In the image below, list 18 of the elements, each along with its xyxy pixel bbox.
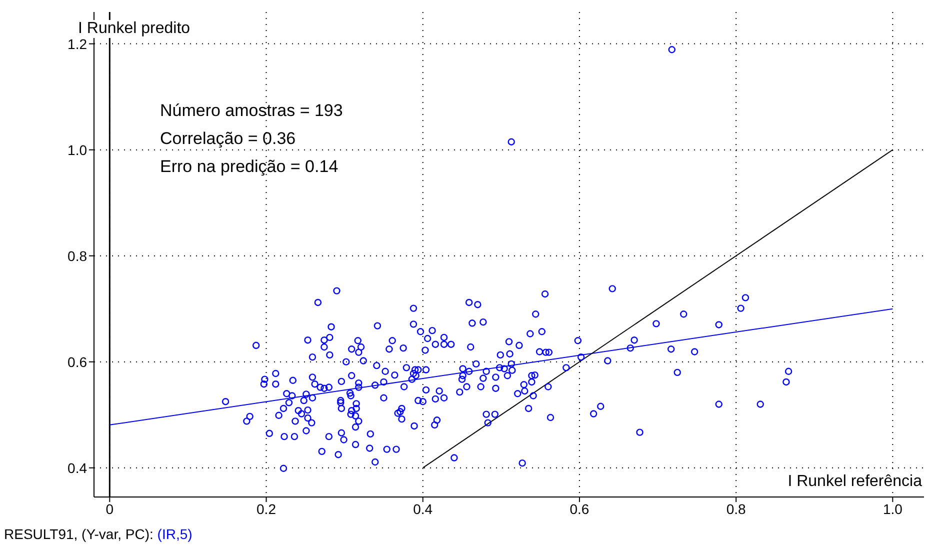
- x-axis-title: I Runkel referência: [788, 473, 922, 491]
- y-tick-label: 0.6: [68, 354, 88, 370]
- y-tick-label: 1.0: [68, 142, 88, 158]
- y-tick-label: 0.4: [68, 460, 88, 476]
- text: (IR,5): [157, 526, 192, 542]
- x-tick-label: 0.2: [256, 500, 276, 517]
- y-axis-title: I Runkel predito: [78, 20, 190, 38]
- text: RESULT91, (Y-var, PC):: [4, 526, 154, 542]
- y-tick-label: 0.8: [68, 248, 88, 264]
- x-tick-label: 0.4: [413, 500, 433, 517]
- y-tick-label: 1.2: [68, 36, 88, 52]
- annotation: Número amostras = 193: [160, 100, 343, 122]
- x-tick-label: 0.8: [726, 500, 746, 517]
- annotation: Correlação = 0.36: [160, 128, 297, 150]
- x-tick-label: 1.0: [882, 500, 903, 517]
- annotation: Erro na predição = 0.14: [160, 156, 340, 178]
- x-tick-label: 0: [106, 500, 114, 517]
- x-tick-label: 0.6: [570, 500, 590, 517]
